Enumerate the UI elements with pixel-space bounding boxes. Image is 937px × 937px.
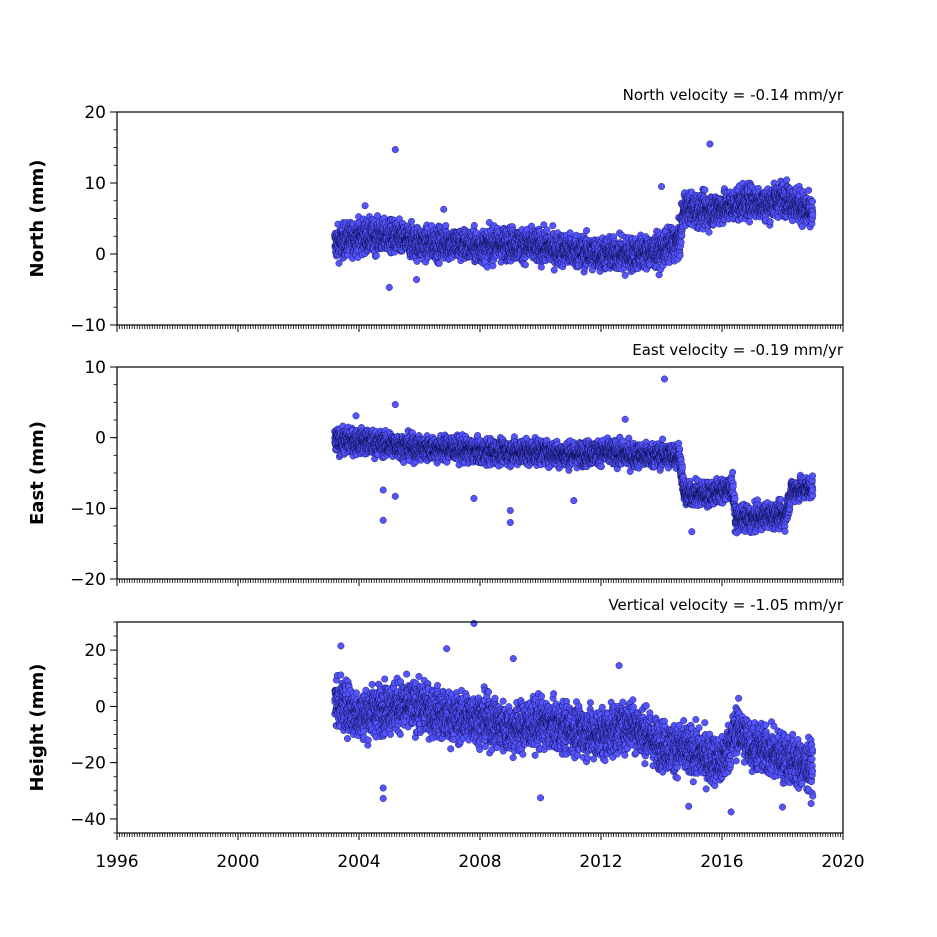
north-data-point [372, 252, 380, 260]
north-data-point [701, 186, 709, 194]
north-data-point [408, 217, 415, 225]
north-outlier-point [391, 146, 399, 154]
north-data-point [809, 198, 816, 205]
north-data-point [442, 222, 450, 229]
north-data-point [413, 257, 421, 265]
north-outlier-point [658, 183, 665, 190]
north-points [331, 140, 817, 291]
north-outlier-point [706, 140, 714, 148]
north-velocity-annotation: North velocity = -0.14 mm/yr [623, 86, 844, 104]
north-y-tick-label: 10 [84, 174, 106, 194]
north-y-axis-label: North (mm) [27, 160, 48, 278]
north-data-point [550, 266, 558, 274]
north-data-point [543, 226, 551, 234]
north-data-point [583, 227, 591, 235]
north-y-tick-label: 0 [95, 245, 106, 265]
north-data-point [335, 259, 343, 267]
north-data-point [805, 186, 813, 194]
north-data-point [676, 252, 684, 260]
north-data-point [766, 218, 774, 226]
north-data-point [705, 228, 713, 236]
north-outlier-point [413, 276, 420, 284]
north-data-point [677, 238, 685, 246]
north-outlier-point [361, 202, 369, 210]
north-data-point [746, 218, 753, 226]
north-data-point [549, 222, 557, 230]
north-outlier-point [440, 205, 448, 213]
north-data-point [537, 263, 545, 271]
panels: −10 0 10 20 North (mm) North velocity = -0.14… [27, 86, 865, 872]
north-data-point [809, 211, 817, 219]
north-data-point [435, 259, 443, 267]
north-data-point [783, 176, 791, 184]
north-outlier-point [385, 283, 393, 291]
north-data-point [470, 222, 478, 229]
north-y-tick-label: 20 [84, 103, 106, 123]
north-y-tick-label: −10 [70, 316, 106, 336]
north-outlier-point [621, 271, 629, 279]
north-panel: −10 0 10 20 North (mm) North velocity = -0.14… [27, 86, 844, 336]
north-data-point [521, 261, 529, 269]
